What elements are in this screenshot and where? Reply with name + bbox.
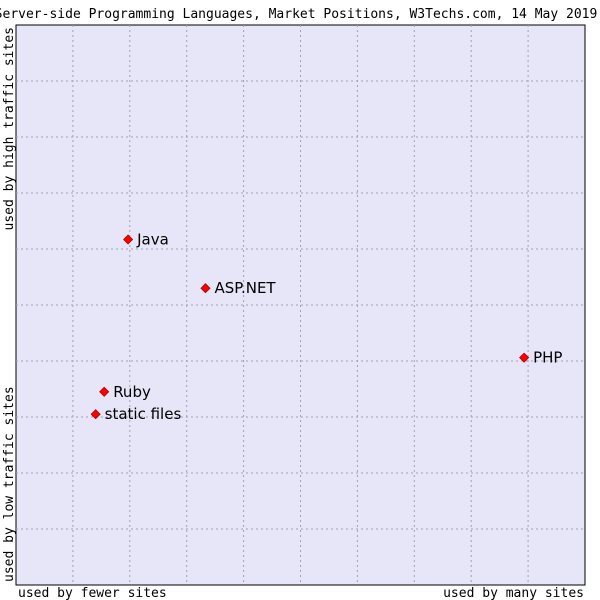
chart-title: Server-side Programming Languages, Marke… <box>0 7 597 22</box>
data-point-marker <box>123 234 134 245</box>
data-point-label: Ruby <box>113 383 151 401</box>
data-points: Java ASP.NET PHP Ruby static files <box>90 230 562 423</box>
data-point-marker <box>200 283 211 294</box>
x-axis-label-right: used by many sites <box>443 586 584 600</box>
data-point-label: PHP <box>533 349 562 367</box>
data-point-label: static files <box>105 405 182 423</box>
data-point-marker <box>99 386 110 397</box>
data-point-marker <box>90 409 101 420</box>
grid-lines <box>16 25 585 585</box>
data-point-marker <box>519 352 530 363</box>
data-point-label: Java <box>136 230 169 248</box>
y-axis-label-bottom: used by low traffic sites <box>2 386 17 582</box>
y-axis-label-top: used by high traffic sites <box>2 27 17 231</box>
x-axis-label-left: used by fewer sites <box>18 586 167 600</box>
data-point-label: ASP.NET <box>214 279 276 297</box>
